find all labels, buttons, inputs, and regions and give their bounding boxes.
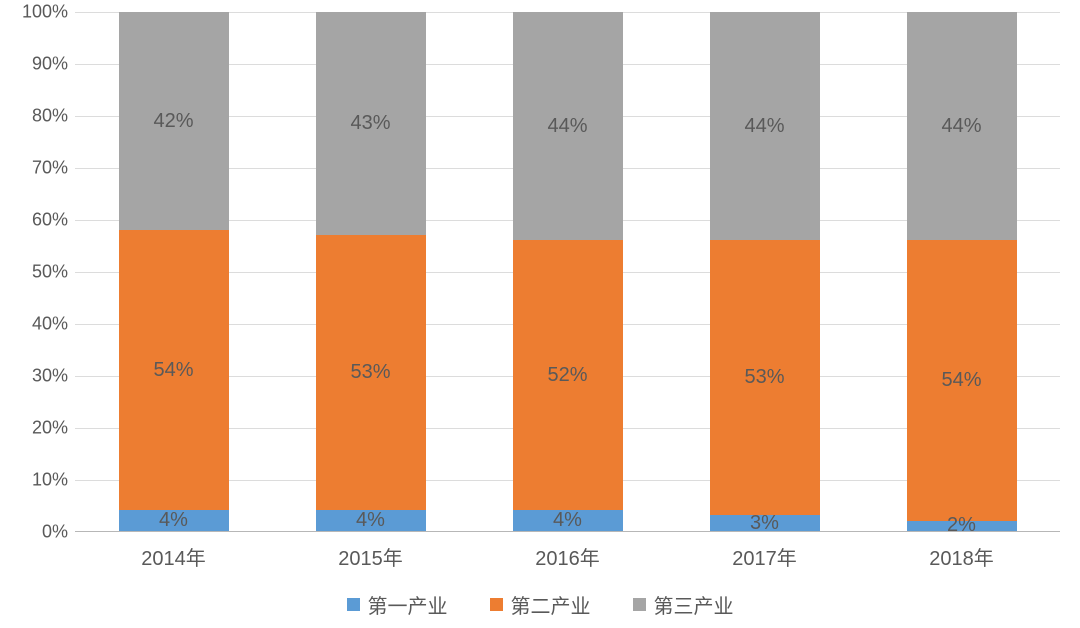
- y-tick-label: 0%: [8, 522, 68, 543]
- bar-segment: 4%: [119, 510, 229, 531]
- legend-swatch: [490, 598, 503, 611]
- bar-segment: 52%: [513, 240, 623, 510]
- legend-swatch: [347, 598, 360, 611]
- y-tick-label: 20%: [8, 418, 68, 439]
- bar-segment: 44%: [513, 12, 623, 240]
- y-tick-label: 10%: [8, 470, 68, 491]
- bar-segment: 53%: [316, 235, 426, 510]
- x-tick-label: 2017年: [710, 542, 820, 571]
- bars-container: 4%54%42%4%53%43%4%52%44%3%53%44%2%54%44%: [75, 12, 1060, 531]
- x-tick-label: 2016年: [513, 542, 623, 571]
- bar-segment: 54%: [907, 240, 1017, 520]
- x-axis-labels: 2014年 2015年 2016年 2017年 2018年: [75, 542, 1060, 571]
- legend: 第一产业 第二产业 第三产业: [0, 590, 1080, 619]
- y-tick-label: 30%: [8, 366, 68, 387]
- bar-column: 4%54%42%: [119, 12, 229, 531]
- bar-segment: 53%: [710, 240, 820, 515]
- y-tick-label: 90%: [8, 54, 68, 75]
- bar-segment: 2%: [907, 521, 1017, 531]
- y-tick-label: 40%: [8, 314, 68, 335]
- bar-segment: 44%: [907, 12, 1017, 240]
- bar-segment: 54%: [119, 230, 229, 510]
- legend-label: 第二产业: [511, 590, 591, 619]
- bar-column: 3%53%44%: [710, 12, 820, 531]
- bar-segment: 4%: [513, 510, 623, 531]
- x-tick-label: 2014年: [119, 542, 229, 571]
- legend-item: 第三产业: [633, 590, 734, 619]
- legend-item: 第一产业: [347, 590, 448, 619]
- legend-label: 第三产业: [654, 590, 734, 619]
- bar-column: 4%52%44%: [513, 12, 623, 531]
- y-tick-label: 60%: [8, 210, 68, 231]
- y-tick-label: 100%: [8, 2, 68, 23]
- bar-segment: 4%: [316, 510, 426, 531]
- bar-column: 2%54%44%: [907, 12, 1017, 531]
- bar-segment: 42%: [119, 12, 229, 230]
- y-tick-label: 80%: [8, 106, 68, 127]
- y-tick-label: 50%: [8, 262, 68, 283]
- y-tick-label: 70%: [8, 158, 68, 179]
- bar-segment: 44%: [710, 12, 820, 240]
- bar-column: 4%53%43%: [316, 12, 426, 531]
- x-tick-label: 2018年: [907, 542, 1017, 571]
- plot-area: 4%54%42%4%53%43%4%52%44%3%53%44%2%54%44%: [75, 12, 1060, 532]
- bar-segment: 3%: [710, 515, 820, 531]
- legend-item: 第二产业: [490, 590, 591, 619]
- bar-segment: 43%: [316, 12, 426, 235]
- legend-swatch: [633, 598, 646, 611]
- stacked-bar-chart: 4%54%42%4%53%43%4%52%44%3%53%44%2%54%44%…: [0, 0, 1080, 628]
- legend-label: 第一产业: [368, 590, 448, 619]
- x-tick-label: 2015年: [316, 542, 426, 571]
